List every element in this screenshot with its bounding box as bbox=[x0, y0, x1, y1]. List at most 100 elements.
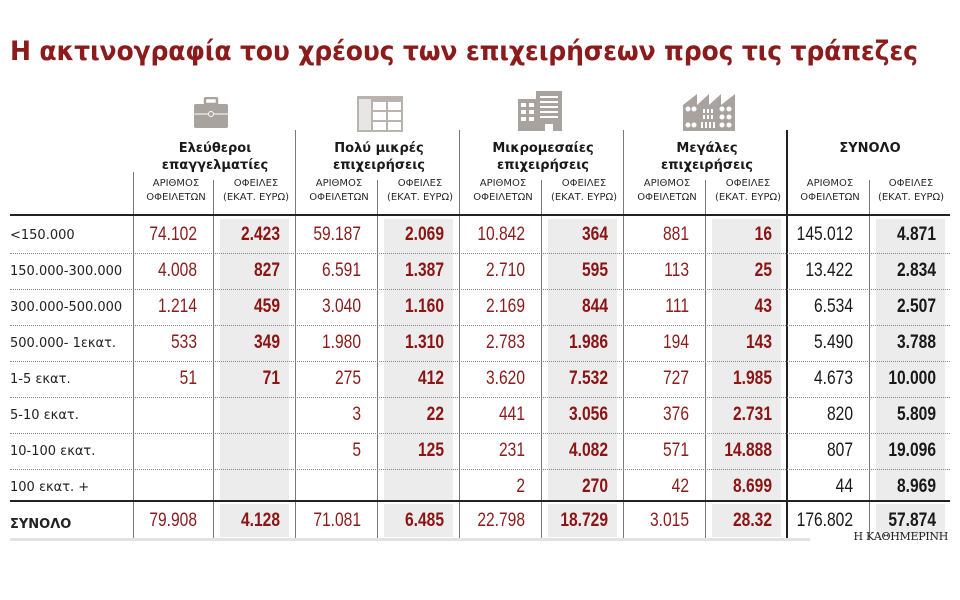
column-divider bbox=[541, 180, 542, 540]
group-title-freelancers: Ελεύθεροι επαγγελματίες bbox=[161, 141, 269, 173]
column-divider bbox=[133, 172, 134, 540]
column-divider bbox=[377, 180, 378, 540]
debt-column-shade bbox=[548, 219, 617, 500]
publisher-brand: Η ΚΑΘΗΜΕΡΙΝΗ bbox=[853, 530, 948, 543]
debtor-count-cell: 3.040 bbox=[322, 296, 361, 317]
debt-value-cell: 28.32 bbox=[733, 510, 772, 531]
debt-value-cell: 5.809 bbox=[897, 404, 936, 425]
row-label: 5-10 εκατ. bbox=[10, 408, 79, 423]
column-divider bbox=[459, 130, 460, 540]
debt-value-cell: 14.888 bbox=[724, 440, 772, 461]
debt-value-cell: 1.160 bbox=[405, 296, 444, 317]
spreadsheet-grid-icon bbox=[357, 96, 403, 132]
debt-value-cell: 71 bbox=[262, 368, 280, 389]
row-label: 100 εκατ. + bbox=[10, 480, 90, 495]
debt-value-cell: 4.128 bbox=[241, 510, 280, 531]
debt-column-shade bbox=[220, 219, 289, 500]
column-divider bbox=[623, 130, 624, 540]
debt-value-cell: 8.969 bbox=[897, 476, 936, 497]
header-rule bbox=[10, 214, 950, 216]
subheader-count: ΑΡΙΘΜΟΣ ΟΦΕΙΛΕΤΩΝ bbox=[309, 178, 369, 203]
debt-value-cell: 1.986 bbox=[569, 332, 608, 353]
debtor-count-cell: 2.169 bbox=[486, 296, 525, 317]
debtor-count-cell: 807 bbox=[827, 440, 853, 461]
subheader-debt: ΟΦΕΙΛΕΣ (ΕΚΑΤ. ΕΥΡΩ) bbox=[222, 178, 290, 203]
debtor-count-cell: 571 bbox=[663, 440, 689, 461]
row-divider bbox=[10, 289, 950, 290]
debt-value-cell: 595 bbox=[582, 260, 608, 281]
debt-column-shade bbox=[712, 219, 781, 500]
debtor-count-cell: 51 bbox=[179, 368, 197, 389]
debtor-count-cell: 275 bbox=[335, 368, 361, 389]
debt-value-cell: 7.532 bbox=[569, 368, 608, 389]
debt-value-cell: 2.834 bbox=[897, 260, 936, 281]
debt-value-cell: 16 bbox=[754, 224, 772, 245]
row-divider bbox=[10, 253, 950, 254]
debtor-count-cell: 2 bbox=[516, 476, 525, 497]
debtor-count-cell: 79.908 bbox=[149, 510, 197, 531]
row-label: 300.000-500.000 bbox=[10, 300, 123, 315]
debtor-count-cell: 1.214 bbox=[158, 296, 197, 317]
subheader-debt: ΟΦΕΙΛΕΣ (ΕΚΑΤ. ΕΥΡΩ) bbox=[550, 178, 618, 203]
debt-value-cell: 18.729 bbox=[560, 510, 608, 531]
debtor-count-cell: 2.783 bbox=[486, 332, 525, 353]
column-divider bbox=[705, 180, 706, 540]
debt-column-shade bbox=[384, 504, 453, 537]
debtor-count-cell: 231 bbox=[499, 440, 525, 461]
debt-value-cell: 125 bbox=[418, 440, 444, 461]
total-row-label: ΣΥΝΟΛΟ bbox=[10, 517, 72, 532]
subheader-count: ΑΡΙΘΜΟΣ ΟΦΕΙΛΕΤΩΝ bbox=[800, 178, 860, 203]
total-rule bbox=[10, 500, 950, 502]
debt-column-shade bbox=[712, 504, 781, 537]
group-title-total: ΣΥΝΟΛΟ bbox=[839, 141, 901, 156]
footer-rule bbox=[10, 538, 810, 541]
debtor-count-cell: 194 bbox=[663, 332, 689, 353]
subheader-count: ΑΡΙΘΜΟΣ ΟΦΕΙΛΕΤΩΝ bbox=[473, 178, 533, 203]
row-label: 500.000- 1εκατ. bbox=[10, 336, 117, 351]
page-title: Η ακτινογραφία του χρέους των επιχειρήσε… bbox=[10, 36, 918, 67]
debtor-count-cell: 59.187 bbox=[313, 224, 361, 245]
debtor-count-cell: 2.710 bbox=[486, 260, 525, 281]
debtor-count-cell: 3.620 bbox=[486, 368, 525, 389]
debtor-count-cell: 441 bbox=[499, 404, 525, 425]
debt-value-cell: 3.788 bbox=[897, 332, 936, 353]
debt-value-cell: 844 bbox=[582, 296, 608, 317]
group-title-large: Μεγάλες επιχειρήσεις bbox=[661, 141, 753, 173]
debtor-count-cell: 74.102 bbox=[149, 224, 197, 245]
debtor-count-cell: 1.980 bbox=[322, 332, 361, 353]
row-divider bbox=[10, 397, 950, 398]
office-building-icon bbox=[518, 91, 562, 131]
debtor-count-cell: 13.422 bbox=[805, 260, 853, 281]
debtor-count-cell: 727 bbox=[663, 368, 689, 389]
debt-value-cell: 827 bbox=[254, 260, 280, 281]
debt-value-cell: 2.069 bbox=[405, 224, 444, 245]
row-label: <150.000 bbox=[10, 228, 75, 243]
debt-value-cell: 4.082 bbox=[569, 440, 608, 461]
debtor-count-cell: 44 bbox=[835, 476, 853, 497]
debt-value-cell: 10.000 bbox=[888, 368, 936, 389]
subheader-debt: ΟΦΕΙΛΕΣ (ΕΚΑΤ. ΕΥΡΩ) bbox=[877, 178, 945, 203]
debtor-count-cell: 4.673 bbox=[814, 368, 853, 389]
debt-value-cell: 6.485 bbox=[405, 510, 444, 531]
debt-column-shade bbox=[876, 504, 945, 537]
debtor-count-cell: 6.534 bbox=[814, 296, 853, 317]
debtor-count-cell: 10.842 bbox=[477, 224, 525, 245]
debtor-count-cell: 881 bbox=[663, 224, 689, 245]
debt-column-shade bbox=[876, 219, 945, 500]
row-label: 150.000-300.000 bbox=[10, 264, 123, 279]
debt-value-cell: 412 bbox=[418, 368, 444, 389]
debtor-count-cell: 111 bbox=[665, 296, 689, 317]
column-divider bbox=[295, 130, 296, 540]
row-divider bbox=[10, 325, 950, 326]
debt-value-cell: 1.985 bbox=[733, 368, 772, 389]
debtor-count-cell: 5.490 bbox=[814, 332, 853, 353]
debt-value-cell: 143 bbox=[746, 332, 772, 353]
debt-value-cell: 1.387 bbox=[405, 260, 444, 281]
subheader-count: ΑΡΙΘΜΟΣ ΟΦΕΙΛΕΤΩΝ bbox=[146, 178, 206, 203]
debt-column-shade bbox=[548, 504, 617, 537]
debtor-count-cell: 113 bbox=[664, 260, 689, 281]
debt-value-cell: 43 bbox=[754, 296, 772, 317]
debt-column-shade bbox=[384, 219, 453, 500]
row-divider bbox=[10, 469, 950, 470]
debt-value-cell: 270 bbox=[582, 476, 608, 497]
